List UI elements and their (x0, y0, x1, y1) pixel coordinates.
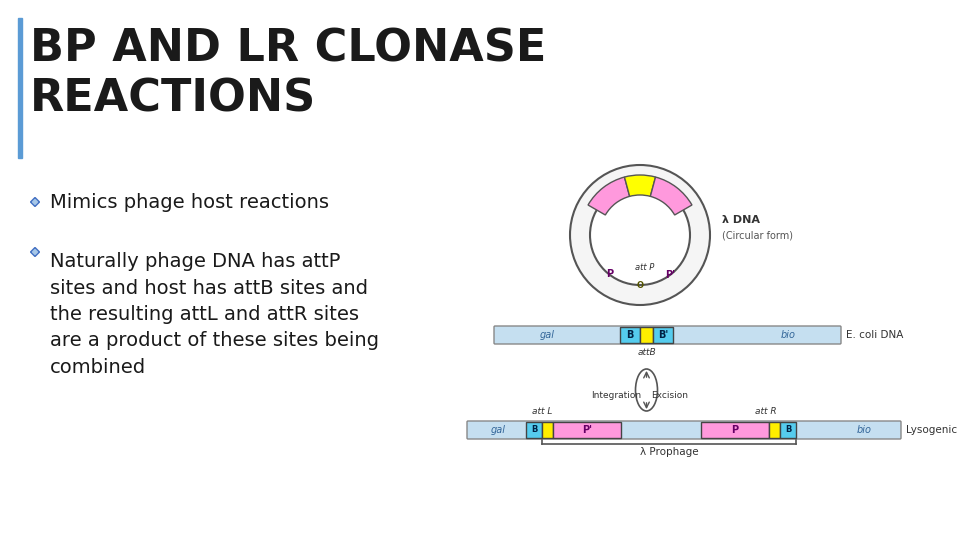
Bar (653, 327, 673, 343)
Text: O: O (636, 280, 643, 289)
Text: REACTIONS: REACTIONS (30, 78, 316, 121)
FancyBboxPatch shape (494, 326, 841, 344)
Bar (526, 422, 542, 438)
Text: attB: attB (637, 348, 656, 357)
Bar (769, 422, 780, 438)
Polygon shape (31, 198, 39, 206)
Text: Excision: Excision (652, 390, 688, 400)
Bar (780, 422, 796, 438)
Text: bio: bio (856, 425, 872, 435)
Bar (542, 422, 553, 438)
Polygon shape (33, 199, 37, 205)
Text: P': P' (582, 425, 592, 435)
Bar (640, 327, 653, 343)
Text: (Circular form): (Circular form) (722, 230, 793, 240)
Text: λ Prophage: λ Prophage (639, 447, 698, 457)
Text: gal: gal (540, 330, 555, 340)
Text: P: P (732, 425, 738, 435)
Text: gal: gal (491, 425, 506, 435)
Text: att L: att L (532, 407, 553, 416)
Text: att R: att R (756, 407, 777, 416)
Text: λ DNA: λ DNA (722, 215, 760, 225)
Wedge shape (588, 177, 630, 215)
Text: Mimics phage host reactions: Mimics phage host reactions (50, 192, 329, 212)
Text: bio: bio (780, 330, 796, 340)
Text: B: B (785, 426, 791, 435)
Text: P': P' (665, 270, 675, 280)
Wedge shape (624, 175, 656, 197)
Polygon shape (31, 247, 39, 256)
Circle shape (590, 185, 690, 285)
Polygon shape (33, 249, 37, 254)
Bar (18, 18, 22, 158)
Text: BP AND LR CLONASE: BP AND LR CLONASE (30, 28, 546, 71)
FancyBboxPatch shape (467, 421, 901, 439)
Text: Integration: Integration (591, 390, 641, 400)
Text: Naturally phage DNA has attP
sites and host has attB sites and
the resulting att: Naturally phage DNA has attP sites and h… (50, 252, 379, 377)
Text: E. coli DNA: E. coli DNA (846, 330, 903, 340)
Text: P: P (606, 269, 612, 279)
Circle shape (570, 165, 710, 305)
Bar (701, 422, 769, 438)
Text: B': B' (658, 330, 668, 340)
Text: B: B (531, 426, 538, 435)
Bar (620, 327, 640, 343)
Text: att P: att P (636, 262, 655, 272)
Wedge shape (650, 177, 692, 215)
Text: Lysogenic DNA: Lysogenic DNA (906, 425, 960, 435)
Bar (553, 422, 621, 438)
Text: B: B (626, 330, 634, 340)
